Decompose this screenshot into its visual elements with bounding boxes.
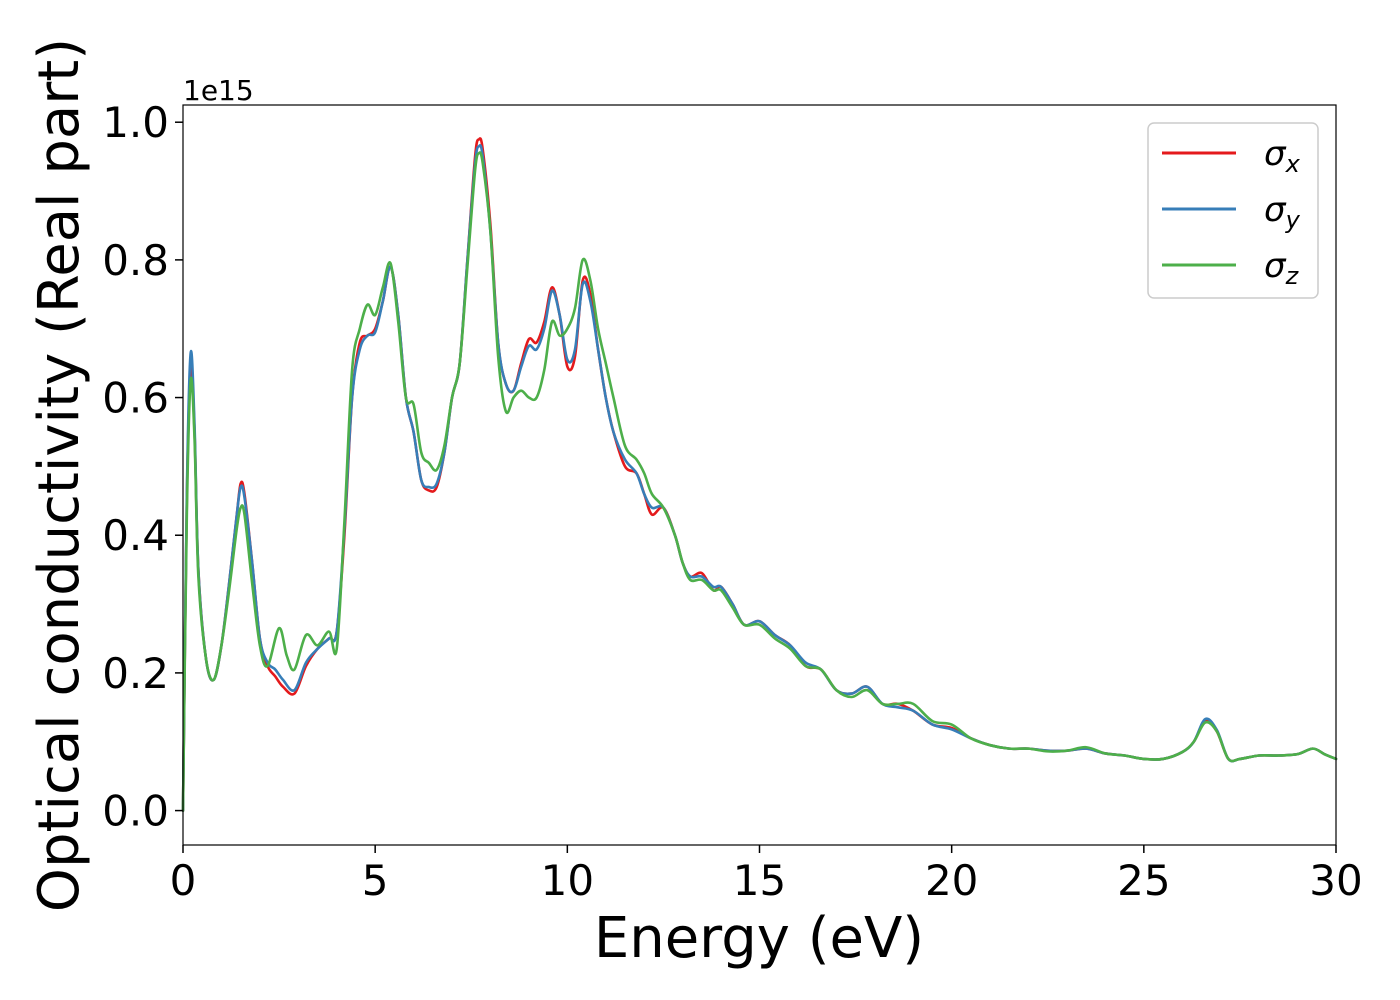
y-tick-label: 0.2 bbox=[102, 649, 169, 698]
x-axis-label: Energy (eV) bbox=[594, 906, 924, 971]
x-axis: 0 5 10 15 20 25 30 bbox=[170, 845, 1363, 905]
x-tick-label: 5 bbox=[362, 856, 389, 905]
y-tick-label: 0.8 bbox=[102, 236, 169, 285]
y-tick-label: 1.0 bbox=[102, 98, 169, 147]
y-offset-label: 1e15 bbox=[183, 74, 254, 107]
x-tick-label: 30 bbox=[1309, 856, 1362, 905]
x-tick-label: 10 bbox=[541, 856, 594, 905]
series-line-sigma-z bbox=[181, 151, 1338, 812]
y-tick-label: 0.6 bbox=[102, 374, 169, 423]
y-tick-label: 0.0 bbox=[102, 787, 169, 836]
series-layer bbox=[181, 137, 1338, 812]
y-axis-label: Optical conductivity (Real part) bbox=[27, 38, 92, 912]
x-tick-label: 15 bbox=[733, 856, 786, 905]
x-tick-label: 20 bbox=[925, 856, 978, 905]
x-tick-label: 25 bbox=[1117, 856, 1170, 905]
x-tick-label: 0 bbox=[170, 856, 197, 905]
y-axis: 0.0 0.2 0.4 0.6 0.8 1.0 bbox=[102, 98, 183, 836]
y-tick-label: 0.4 bbox=[102, 511, 169, 560]
